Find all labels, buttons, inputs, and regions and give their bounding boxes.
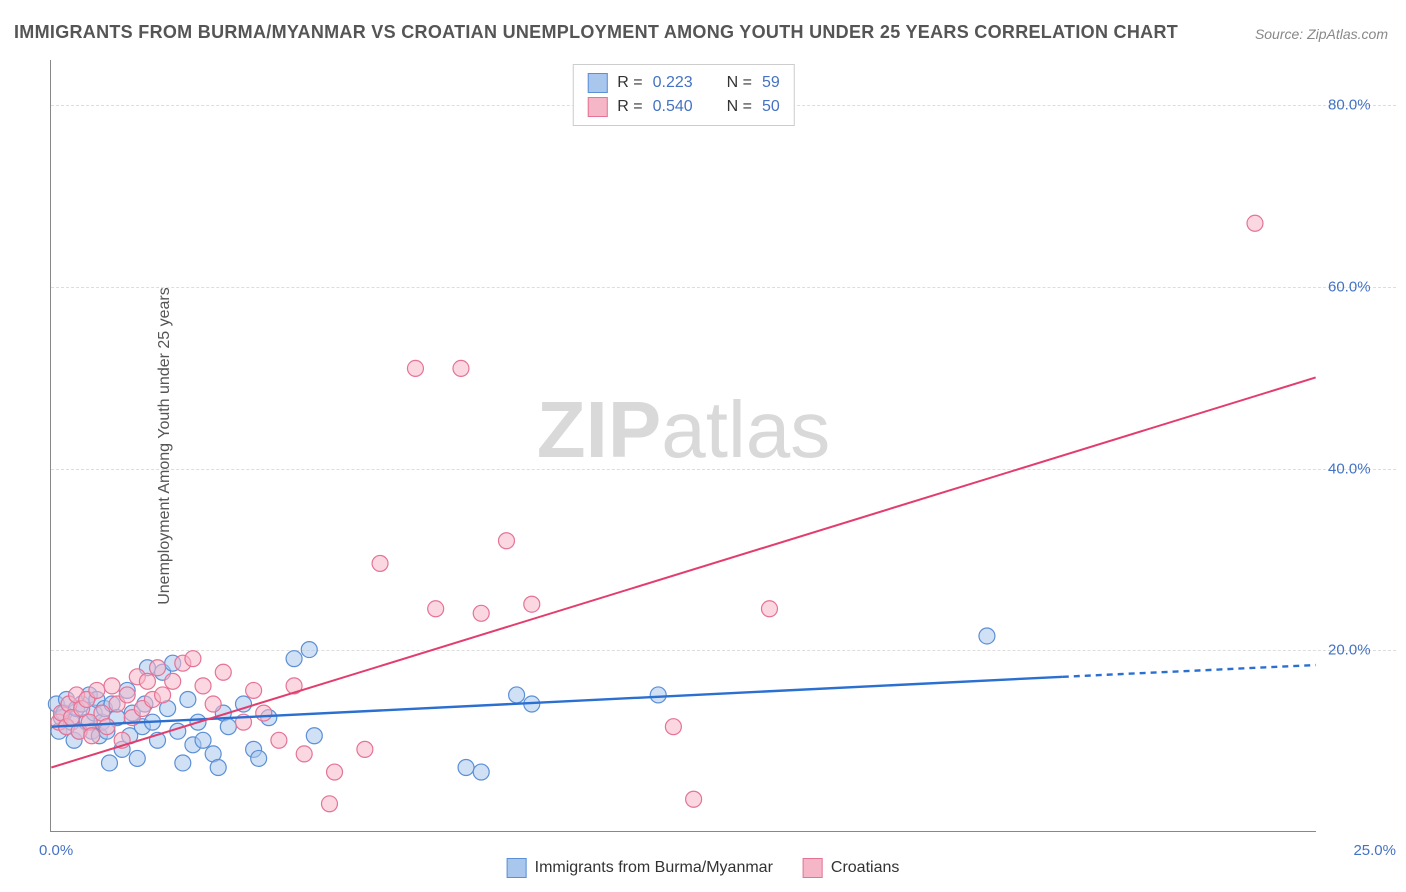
data-point: [89, 682, 105, 698]
data-point: [195, 678, 211, 694]
legend-correlation-box: R = 0.223 N = 59 R = 0.540 N = 50: [572, 64, 794, 126]
data-point: [175, 755, 191, 771]
legend-correlation-row: R = 0.540 N = 50: [587, 95, 779, 119]
data-point: [150, 660, 166, 676]
data-point: [473, 605, 489, 621]
legend-series-item: Croatians: [803, 858, 899, 878]
legend-swatch: [507, 858, 527, 878]
data-point: [301, 642, 317, 658]
legend-swatch: [587, 73, 607, 93]
legend-series-label: Immigrants from Burma/Myanmar: [535, 859, 773, 877]
data-point: [498, 533, 514, 549]
legend-swatch: [803, 858, 823, 878]
data-point: [271, 732, 287, 748]
chart-container: IMMIGRANTS FROM BURMA/MYANMAR VS CROATIA…: [0, 0, 1406, 892]
data-point: [84, 728, 100, 744]
data-point: [357, 741, 373, 757]
data-point: [306, 728, 322, 744]
data-point: [185, 651, 201, 667]
x-axis-max-label: 25.0%: [1353, 842, 1396, 859]
legend-n-value: 50: [762, 98, 780, 116]
scatter-plot-svg: [51, 60, 1316, 831]
data-point: [165, 673, 181, 689]
data-point: [256, 705, 272, 721]
data-point: [524, 596, 540, 612]
data-point: [453, 360, 469, 376]
data-point: [509, 687, 525, 703]
legend-n-value: 59: [762, 74, 780, 92]
data-point: [101, 755, 117, 771]
y-tick-label: 60.0%: [1328, 279, 1398, 296]
data-point: [1247, 215, 1263, 231]
data-point: [458, 760, 474, 776]
legend-series: Immigrants from Burma/Myanmar Croatians: [507, 858, 900, 878]
data-point: [195, 732, 211, 748]
chart-title: IMMIGRANTS FROM BURMA/MYANMAR VS CROATIA…: [14, 22, 1178, 43]
legend-series-label: Croatians: [831, 859, 899, 877]
y-tick-label: 20.0%: [1328, 642, 1398, 659]
data-point: [286, 651, 302, 667]
data-point: [761, 601, 777, 617]
legend-swatch: [587, 97, 607, 117]
data-point: [372, 555, 388, 571]
legend-r-label: R =: [617, 98, 642, 116]
data-point: [180, 691, 196, 707]
regression-line: [51, 377, 1315, 767]
data-point: [155, 687, 171, 703]
data-point: [296, 746, 312, 762]
data-point: [104, 678, 120, 694]
data-point: [99, 719, 115, 735]
data-point: [210, 760, 226, 776]
legend-correlation-row: R = 0.223 N = 59: [587, 71, 779, 95]
data-point: [119, 687, 135, 703]
data-point: [979, 628, 995, 644]
data-point: [251, 750, 267, 766]
regression-line-extrapolated: [1063, 665, 1316, 677]
legend-n-label: N =: [727, 98, 752, 116]
data-point: [215, 664, 231, 680]
data-point: [139, 673, 155, 689]
legend-r-value: 0.223: [653, 74, 709, 92]
data-point: [407, 360, 423, 376]
y-tick-label: 40.0%: [1328, 460, 1398, 477]
data-point: [665, 719, 681, 735]
data-point: [686, 791, 702, 807]
data-point: [220, 719, 236, 735]
data-point: [129, 750, 145, 766]
y-tick-label: 80.0%: [1328, 97, 1398, 114]
x-axis-min-label: 0.0%: [39, 842, 73, 859]
data-point: [205, 696, 221, 712]
data-point: [650, 687, 666, 703]
legend-r-value: 0.540: [653, 98, 709, 116]
data-point: [321, 796, 337, 812]
legend-series-item: Immigrants from Burma/Myanmar: [507, 858, 773, 878]
data-point: [246, 682, 262, 698]
legend-n-label: N =: [727, 74, 752, 92]
data-point: [327, 764, 343, 780]
legend-r-label: R =: [617, 74, 642, 92]
source-attribution: Source: ZipAtlas.com: [1255, 26, 1388, 42]
plot-area: ZIPatlas 20.0%40.0%60.0%80.0% R = 0.223 …: [50, 60, 1316, 832]
data-point: [473, 764, 489, 780]
data-point: [428, 601, 444, 617]
